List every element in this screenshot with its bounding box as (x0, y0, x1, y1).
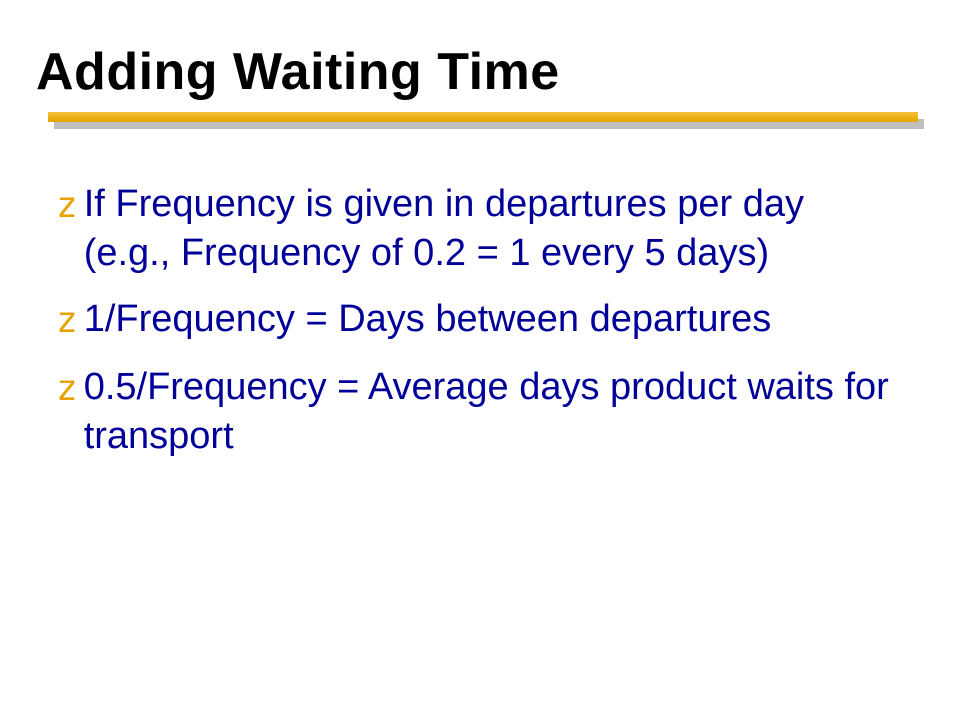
slide-body: z If Frequency is given in departures pe… (56, 180, 890, 479)
title-underline (48, 112, 918, 134)
bullet-text: 1/Frequency = Days between departures (84, 295, 772, 344)
bullet-item: z If Frequency is given in departures pe… (56, 180, 890, 277)
bullet-item: z 0.5/Frequency = Average days product w… (56, 363, 890, 460)
bullet-icon: z (56, 365, 78, 413)
bullet-text: If Frequency is given in departures per … (84, 180, 890, 277)
slide-title: Adding Waiting Time (36, 42, 560, 102)
bullet-item: z 1/Frequency = Days between departures (56, 295, 890, 345)
slide: Adding Waiting Time z If Frequency is gi… (0, 0, 960, 720)
bullet-icon: z (56, 297, 78, 345)
underline-bar (48, 112, 918, 122)
bullet-text: 0.5/Frequency = Average days product wai… (84, 363, 890, 460)
bullet-icon: z (56, 182, 78, 230)
